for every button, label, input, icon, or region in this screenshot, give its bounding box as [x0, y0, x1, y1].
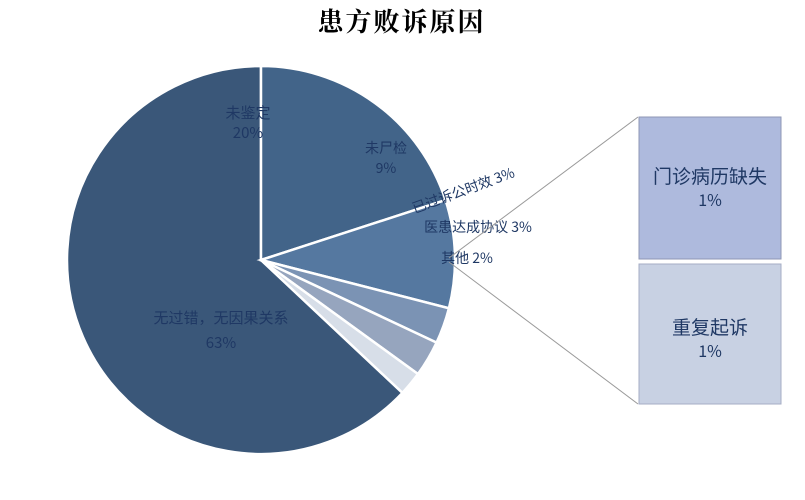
svg-text:未鉴定: 未鉴定 [225, 102, 270, 123]
svg-text:20%: 20% [233, 122, 264, 143]
svg-text:重复起诉: 重复起诉 [672, 313, 748, 340]
svg-text:未尸检: 未尸检 [365, 138, 407, 158]
svg-text:9%: 9% [376, 158, 397, 178]
svg-text:医患达成协议 3%: 医患达成协议 3% [424, 217, 532, 237]
svg-text:其他 2%: 其他 2% [441, 248, 493, 268]
svg-text:1%: 1% [698, 187, 722, 211]
svg-text:无过错，无因果关系: 无过错，无因果关系 [153, 307, 288, 328]
svg-text:门诊病历缺失: 门诊病历缺失 [653, 162, 767, 189]
svg-text:1%: 1% [698, 338, 722, 362]
svg-text:63%: 63% [206, 332, 237, 353]
